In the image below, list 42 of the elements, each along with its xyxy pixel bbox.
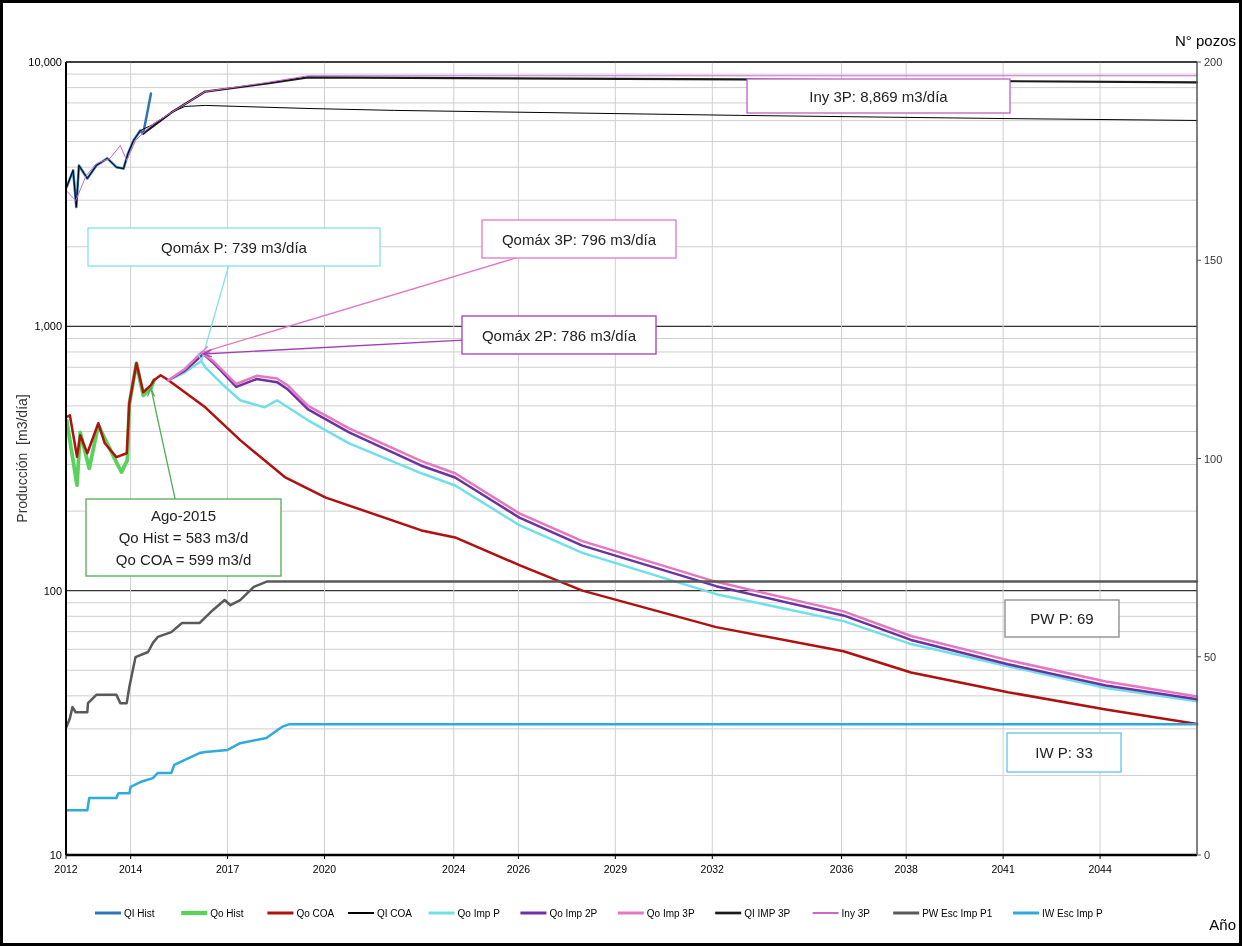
x-tick-label: 2041: [991, 863, 1015, 875]
y-tick-label: 10,000: [28, 56, 62, 68]
y-axis-title: Producción [m3/día]: [14, 394, 30, 523]
x-tick-label: 2020: [312, 863, 337, 875]
x-tick-label: 2014: [118, 863, 143, 875]
annotation: IW P: 33: [1035, 744, 1093, 761]
legend-label: Qo Imp 3P: [646, 907, 695, 919]
x-tick-label: 2044: [1088, 863, 1112, 875]
x-tick-label: 2032: [700, 863, 725, 875]
legend-label: Iny 3P: [841, 907, 871, 919]
legend-label: Qo Imp P: [457, 907, 501, 919]
y2-tick-label: 200: [1204, 56, 1223, 68]
legend-label: QI Hist: [124, 907, 155, 919]
annotation: Ago-2015 Qo Hist = 583 m3/d Qo COA = 599 m3/d: [115, 507, 252, 568]
annotation: Iny 3P: 8,869 m3/día: [809, 87, 949, 105]
y2-axis-title: N° pozos: [1174, 32, 1236, 49]
legend-label: PW Esc Imp P1: [922, 907, 993, 919]
y2-tick-label: 150: [1204, 254, 1223, 267]
legend-label: QI IMP 3P: [744, 907, 791, 919]
y-tick-label: 1,000: [34, 320, 62, 333]
x-tick-label: 2024: [442, 863, 466, 875]
y2-tick-label: 50: [1204, 650, 1217, 663]
y2-tick-label: 100: [1204, 452, 1223, 465]
x-tick-label: 2029: [603, 863, 628, 875]
x-tick-label: 2012: [54, 863, 78, 875]
x-tick-label: 2017: [215, 863, 240, 875]
y-tick-label: 100: [43, 584, 62, 597]
annotation: PW P: 69: [1030, 610, 1094, 627]
legend-label: Qo Imp 2P: [549, 907, 598, 919]
legend-label: Qo Hist: [210, 907, 244, 919]
legend-label: QI COA: [377, 907, 413, 919]
annotation: Qomáx 3P: 796 m3/día: [501, 230, 657, 248]
legend-label: IW Esc Imp P: [1042, 907, 1103, 919]
y2-tick-label: 0: [1204, 849, 1211, 861]
x-tick-label: 2026: [506, 863, 531, 875]
x-tick-label: 2036: [829, 863, 854, 875]
annotation: Qomáx P: 739 m3/día: [161, 238, 308, 256]
x-axis-title: Año: [1209, 916, 1236, 933]
annotation: Qomáx 2P: 786 m3/día: [481, 326, 637, 344]
x-tick-label: 2038: [894, 863, 919, 875]
legend-label: Qo COA: [296, 907, 335, 919]
y-tick-label: 10: [49, 849, 62, 861]
